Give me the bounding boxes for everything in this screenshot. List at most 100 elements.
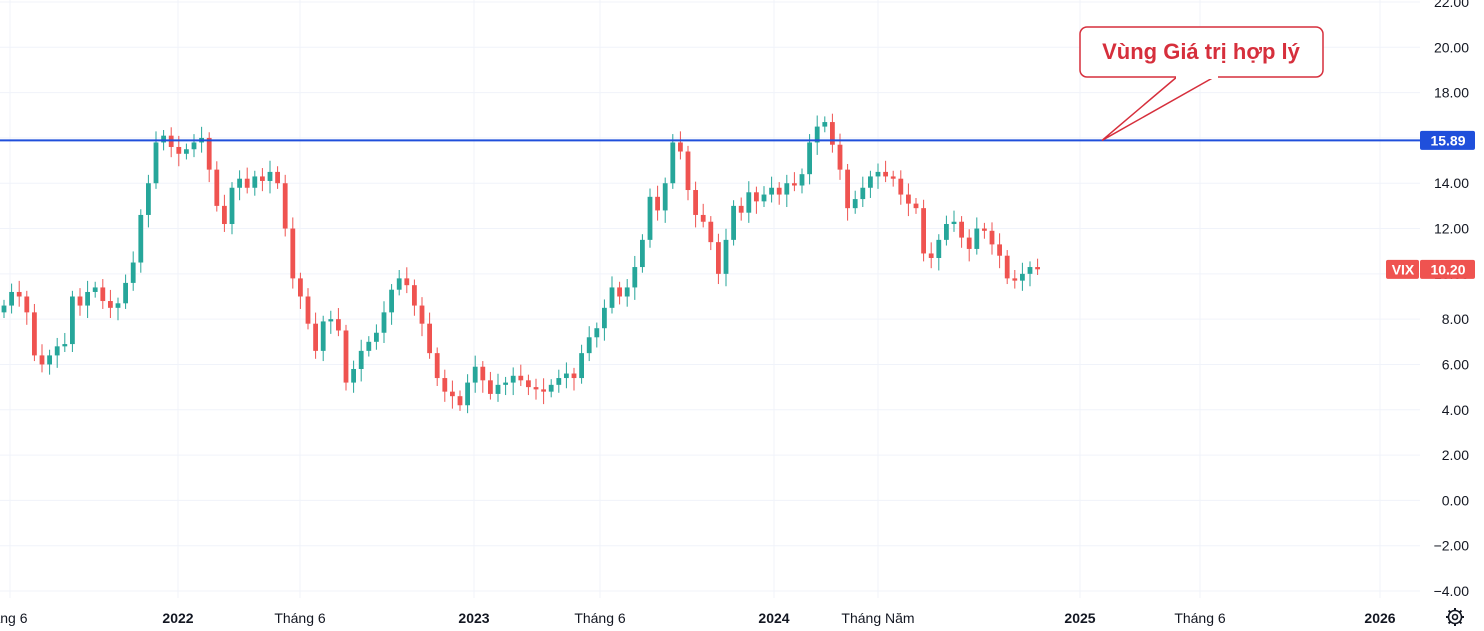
candle-body [655,196,660,211]
y-tick-label: 8.00 [1442,311,1469,327]
candle-body [510,375,516,383]
candle-body [609,287,615,308]
candle-body [290,228,296,279]
candle-body [146,183,151,215]
svg-text:10.20: 10.20 [1430,261,1465,277]
candle-body [792,183,797,186]
candle-body [434,353,440,379]
x-tick-label: Tháng Năm [841,610,914,626]
candle-body [100,287,106,302]
candle-body [852,199,858,209]
y-tick-label: 18.00 [1434,85,1469,101]
candle-body [457,396,463,406]
candle-body [32,312,37,356]
candle-body [647,196,653,240]
candle-body [480,366,486,381]
svg-text:15.89: 15.89 [1430,132,1465,148]
candle-body [366,341,372,351]
candle-body [708,221,714,243]
candle-body [450,391,455,397]
candle-body [541,389,546,392]
candle-body [305,296,311,324]
settings-gear-icon[interactable] [1446,608,1464,626]
y-tick-label: 0.00 [1442,492,1469,508]
candle-body [678,142,683,152]
candle-body [594,328,600,338]
candle-body [845,169,850,209]
fair-value-callout[interactable]: Vùng Giá trị hợp lý [1079,26,1324,142]
candle-body [807,142,812,175]
candle-body [944,224,949,240]
callout-text: Vùng Giá trị hợp lý [1102,39,1301,64]
svg-text:VIX: VIX [1392,261,1415,277]
candle-body [47,355,52,365]
x-tick-label: 2022 [162,610,193,626]
candle-body [769,187,774,195]
candle-body [997,244,1002,256]
candle-body [564,373,569,379]
candle-body [890,176,896,179]
candle-body [161,135,166,143]
candle-body [548,384,554,392]
candle-body [533,387,539,390]
candle-body [928,253,934,258]
callout-tail-mask [1176,75,1218,79]
candle-body [754,192,759,202]
time-axis[interactable]: áng 6 2022 Tháng 6 2023 Tháng 6 2024 Tháng Năm… [0,610,1396,626]
candle-body [602,307,607,329]
candle-body [442,378,448,392]
candle-body [830,122,835,145]
candle-body [313,323,318,351]
candle-body [320,321,326,351]
candle-body [518,375,524,381]
candle-body [685,151,691,191]
candle-body [130,262,136,283]
candle-body [229,187,235,225]
candle-body [1027,267,1033,274]
candle-body [966,237,972,249]
candle-body [16,291,22,297]
x-tick-label: 2023 [458,610,489,626]
candle-body [298,278,303,297]
x-tick-label: Tháng 6 [574,610,626,626]
y-tick-label: 6.00 [1442,356,1469,372]
y-tick-label: 14.00 [1434,175,1469,191]
line-price-badge: 15.89 [1420,130,1475,150]
candle-body [974,228,980,249]
candle-body [358,350,364,369]
candle-body [875,171,881,177]
x-tick-label: 2024 [758,610,789,626]
chart-grid [0,0,1420,598]
candle-body [328,319,334,322]
candle-body [389,289,394,313]
candle-body [237,178,242,188]
candle-body [624,287,630,297]
x-tick-label: 2026 [1364,610,1395,626]
candle-body [427,323,432,354]
candle-body [716,242,721,274]
candle-body [503,382,508,385]
candle-body [906,194,911,204]
candle-body [351,368,356,383]
candle-body [693,190,698,215]
candle-body [951,221,957,225]
candle-body [822,122,828,127]
candle-body [138,214,144,263]
candle-body [1004,255,1010,279]
callout-pointer [1101,75,1219,142]
last-price-badge: VIX 10.20 [1386,259,1475,279]
candle-body [260,176,265,181]
candle-body [982,228,987,231]
candle-body [54,346,60,356]
candle-body [381,312,387,333]
candlestick-series [1,113,1040,414]
candle-body [700,214,706,222]
candle-body [936,239,942,258]
price-axis[interactable]: 22.0020.0018.0016.0014.0012.0010.008.006… [1434,0,1470,599]
candle-body [488,380,493,394]
y-tick-label: 2.00 [1442,447,1469,463]
candle-body [176,146,182,154]
x-tick-label: Tháng 6 [1174,610,1226,626]
candle-body [1,305,7,313]
x-tick-label: áng 6 [0,610,28,626]
